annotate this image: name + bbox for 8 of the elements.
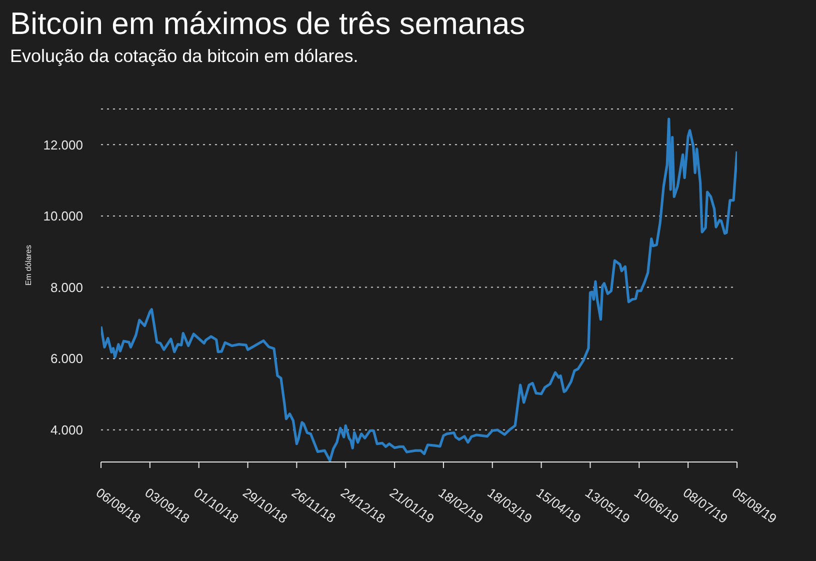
chart-title: Bitcoin em máximos de três semanas: [10, 6, 526, 42]
chart-subtitle: Evolução da cotação da bitcoin em dólares.: [10, 46, 358, 67]
y-tick-label: 4.000: [50, 422, 83, 438]
y-tick-label: 10.000: [43, 208, 83, 224]
y-tick-label: 6.000: [50, 351, 83, 366]
y-tick-label: 12.000: [43, 137, 83, 152]
y-tick-label: 8.000: [50, 280, 83, 295]
y-axis-title: Em dólares: [24, 245, 33, 286]
